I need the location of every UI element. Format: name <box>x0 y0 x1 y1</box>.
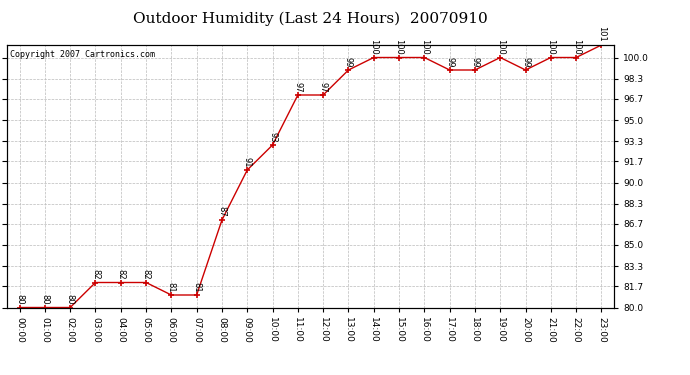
Text: 91: 91 <box>243 157 252 167</box>
Text: 97: 97 <box>293 82 302 92</box>
Text: 99: 99 <box>521 57 530 67</box>
Text: 99: 99 <box>471 57 480 67</box>
Text: 100: 100 <box>369 39 378 55</box>
Text: 99: 99 <box>445 57 454 67</box>
Text: 93: 93 <box>268 132 277 142</box>
Text: 82: 82 <box>116 269 126 280</box>
Text: 99: 99 <box>344 57 353 67</box>
Text: 97: 97 <box>319 82 328 92</box>
Text: Outdoor Humidity (Last 24 Hours)  20070910: Outdoor Humidity (Last 24 Hours) 2007091… <box>133 11 488 26</box>
Text: 80: 80 <box>15 294 24 305</box>
Text: 80: 80 <box>66 294 75 305</box>
Text: 100: 100 <box>395 39 404 55</box>
Text: 81: 81 <box>167 282 176 292</box>
Text: 82: 82 <box>141 269 150 280</box>
Text: Copyright 2007 Cartronics.com: Copyright 2007 Cartronics.com <box>10 50 155 59</box>
Text: 100: 100 <box>546 39 555 55</box>
Text: 100: 100 <box>495 39 505 55</box>
Text: 100: 100 <box>420 39 429 55</box>
Text: 100: 100 <box>571 39 581 55</box>
Text: 101: 101 <box>597 27 606 42</box>
Text: 87: 87 <box>217 207 226 217</box>
Text: 82: 82 <box>91 269 100 280</box>
Text: 81: 81 <box>192 282 201 292</box>
Text: 80: 80 <box>40 294 50 305</box>
